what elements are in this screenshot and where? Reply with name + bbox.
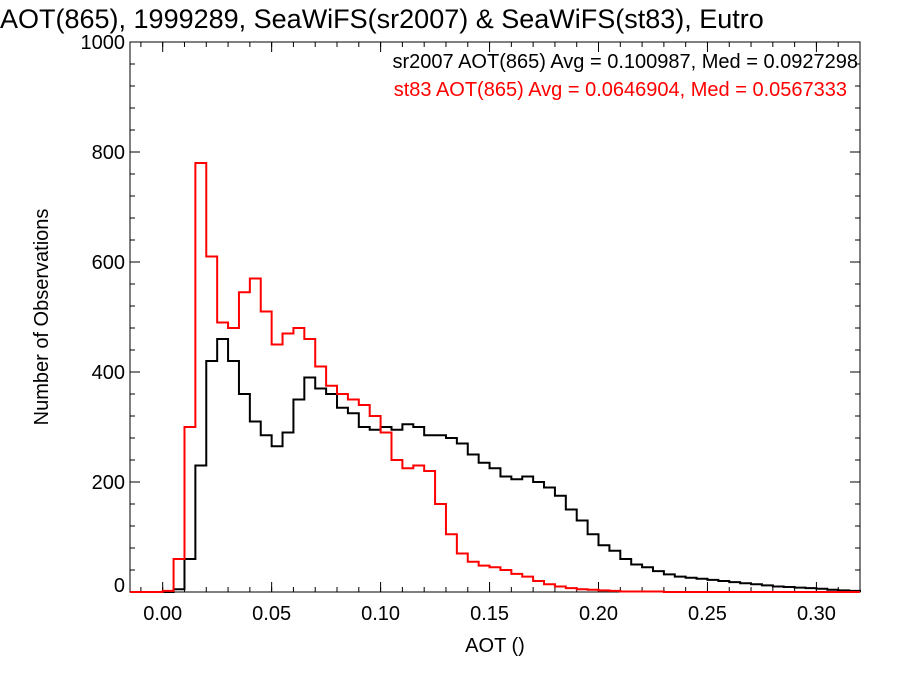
- x-tick-label: 0.05: [252, 603, 291, 625]
- x-tick-label: 0.20: [579, 603, 618, 625]
- y-tick-label: 0: [114, 575, 125, 597]
- y-tick-label: 600: [92, 252, 125, 274]
- series-line-st83: [130, 162, 860, 593]
- x-axis-label: AOT (): [465, 635, 525, 657]
- series-line-sr2007: [130, 338, 861, 593]
- legend-st83: st83 AOT(865) Avg = 0.0646904, Med = 0.0…: [394, 79, 847, 101]
- plot-frame: [129, 41, 861, 593]
- x-tick-label: 0.10: [361, 603, 400, 625]
- chart-title: AOT(865), 1999289, SeaWiFS(sr2007) & Sea…: [0, 4, 764, 34]
- y-tick-label: 400: [92, 362, 125, 384]
- x-tick-label: 0.30: [797, 603, 836, 625]
- y-tick-label: 800: [92, 142, 125, 164]
- x-tick-label: 0.00: [143, 603, 182, 625]
- y-tick-label: 1000: [81, 32, 126, 54]
- x-tick-label: 0.15: [470, 603, 509, 625]
- y-tick-label: 200: [92, 472, 125, 494]
- x-tick-label: 0.25: [688, 603, 727, 625]
- y-axis-label: Number of Observations: [31, 209, 53, 426]
- legend-sr2007: sr2007 AOT(865) Avg = 0.100987, Med = 0.…: [392, 51, 858, 73]
